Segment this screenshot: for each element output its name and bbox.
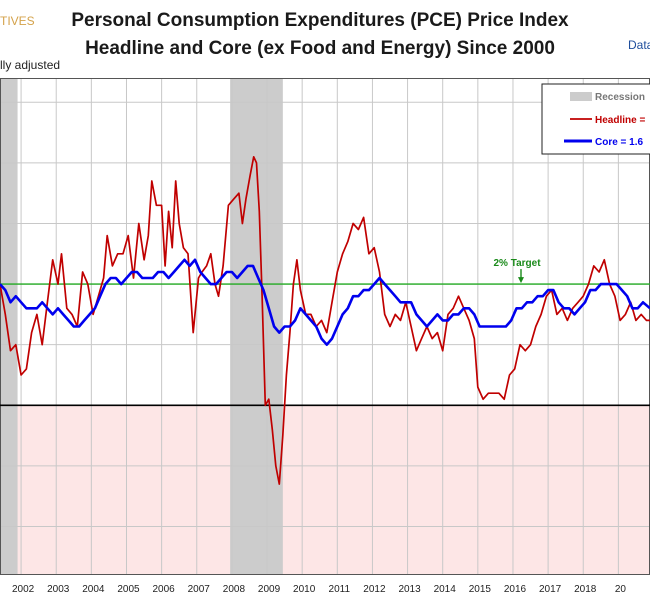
x-tick-label: 2016 xyxy=(504,584,527,595)
legend-label-recession: Recession xyxy=(595,92,645,103)
x-tick-label: 2012 xyxy=(363,584,386,595)
annotation-2pct-target: 2% Target xyxy=(493,258,541,269)
legend-box xyxy=(541,83,650,155)
x-tick-label: 2004 xyxy=(82,584,105,595)
x-tick-label: 20 xyxy=(615,584,627,595)
data-source-note: Data xyxy=(628,38,650,52)
series-line-headline xyxy=(0,155,650,485)
x-tick-label: 2013 xyxy=(398,584,421,595)
x-tick-label: 2011 xyxy=(329,584,351,595)
legend-label-headline: Headline = xyxy=(595,115,645,126)
recession-band-0 xyxy=(0,78,18,575)
x-tick-label: 2018 xyxy=(574,584,597,595)
x-tick-label: 2005 xyxy=(117,584,140,595)
x-tick-label: 2003 xyxy=(47,584,70,595)
x-tick-label: 2009 xyxy=(258,584,281,595)
chart-subtitle: Headline and Core (ex Food and Energy) S… xyxy=(85,38,555,59)
x-tick-label: 2002 xyxy=(12,584,35,595)
x-tick-label: 2010 xyxy=(293,584,316,595)
x-tick-label: 2015 xyxy=(469,584,492,595)
series-line-core xyxy=(0,258,650,347)
x-tick-label: 2014 xyxy=(434,584,457,595)
x-tick-label: 2006 xyxy=(152,584,175,595)
annotation-arrow-head xyxy=(518,277,524,284)
chart-title: Personal Consumption Expenditures (PCE) … xyxy=(71,10,569,31)
legend-label-core: Core = 1.6 xyxy=(595,137,644,148)
seasonal-adjustment-note: lly adjusted xyxy=(0,58,61,72)
x-tick-label: 2007 xyxy=(188,584,211,595)
x-tick-label: 2017 xyxy=(539,584,562,595)
x-tick-label: 2008 xyxy=(223,584,246,595)
negative-region-shading xyxy=(0,405,650,575)
legend-swatch-recession xyxy=(570,92,592,101)
brand-text: TIVES xyxy=(0,14,35,28)
